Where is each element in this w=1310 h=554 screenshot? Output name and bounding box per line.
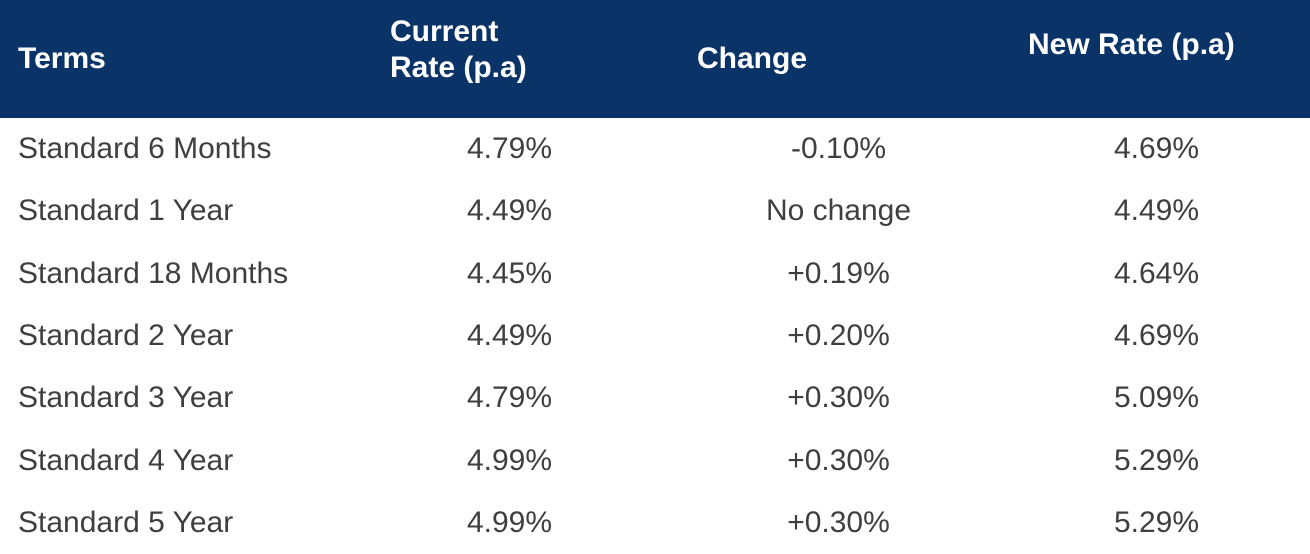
current-rate-cell: 4.49% (466, 194, 553, 228)
column-header-current-rate: Current Rate (p.a) (345, 0, 674, 118)
change-cell: +0.30% (787, 443, 890, 477)
column-header-change: Change (674, 0, 1003, 118)
column-header-new-rate: New Rate (p.a) (1003, 0, 1310, 118)
column-header-terms: Terms (0, 0, 345, 118)
current-rate-cell: 4.99% (466, 443, 553, 477)
table-row: Standard 18 Months 4.45% +0.19% 4.64% (0, 243, 1310, 305)
change-cell: +0.30% (787, 381, 890, 415)
change-cell: +0.30% (787, 505, 890, 539)
term-cell: Standard 5 Year (18, 505, 234, 539)
current-rate-cell: 4.79% (466, 381, 553, 415)
new-rate-cell: 5.29% (1113, 443, 1200, 477)
column-header-current-rate-label: Current Rate (p.a) (390, 15, 527, 84)
term-cell: Standard 3 Year (18, 381, 234, 415)
table-row: Standard 1 Year 4.49% No change 4.49% (0, 180, 1310, 242)
column-header-terms-label: Terms (18, 42, 106, 75)
change-cell: -0.10% (790, 132, 887, 166)
new-rate-cell: 5.29% (1113, 505, 1200, 539)
current-rate-cell: 4.45% (466, 256, 553, 290)
column-header-new-rate-label: New Rate (p.a) (1028, 28, 1235, 61)
header-row: Terms Current Rate (p.a) Change New Rate… (0, 0, 1310, 118)
table-row: Standard 5 Year 4.99% +0.30% 5.29% (0, 492, 1310, 554)
term-cell: Standard 1 Year (18, 194, 234, 228)
current-rate-cell: 4.99% (466, 505, 553, 539)
new-rate-cell: 4.64% (1113, 256, 1200, 290)
new-rate-cell: 4.49% (1113, 194, 1200, 228)
table-row: Standard 2 Year 4.49% +0.20% 4.69% (0, 305, 1310, 367)
change-cell: +0.20% (787, 319, 890, 353)
table-row: Standard 3 Year 4.79% +0.30% 5.09% (0, 367, 1310, 429)
change-cell: +0.19% (787, 256, 890, 290)
new-rate-cell: 5.09% (1113, 381, 1200, 415)
current-rate-cell: 4.79% (466, 132, 553, 166)
table-row: Standard 4 Year 4.99% +0.30% 5.29% (0, 429, 1310, 491)
current-rate-cell: 4.49% (466, 319, 553, 353)
term-cell: Standard 4 Year (18, 443, 234, 477)
table-body: Standard 6 Months 4.79% -0.10% 4.69% Standar… (0, 118, 1310, 554)
term-cell: Standard 2 Year (18, 319, 234, 353)
term-cell: Standard 6 Months (18, 132, 272, 166)
table-row: Standard 6 Months 4.79% -0.10% 4.69% (0, 118, 1310, 180)
new-rate-cell: 4.69% (1113, 319, 1200, 353)
column-header-change-label: Change (697, 42, 808, 75)
change-cell: No change (765, 194, 912, 228)
new-rate-cell: 4.69% (1113, 132, 1200, 166)
table-header: Terms Current Rate (p.a) Change New Rate… (0, 0, 1310, 118)
term-cell: Standard 18 Months (18, 256, 289, 290)
